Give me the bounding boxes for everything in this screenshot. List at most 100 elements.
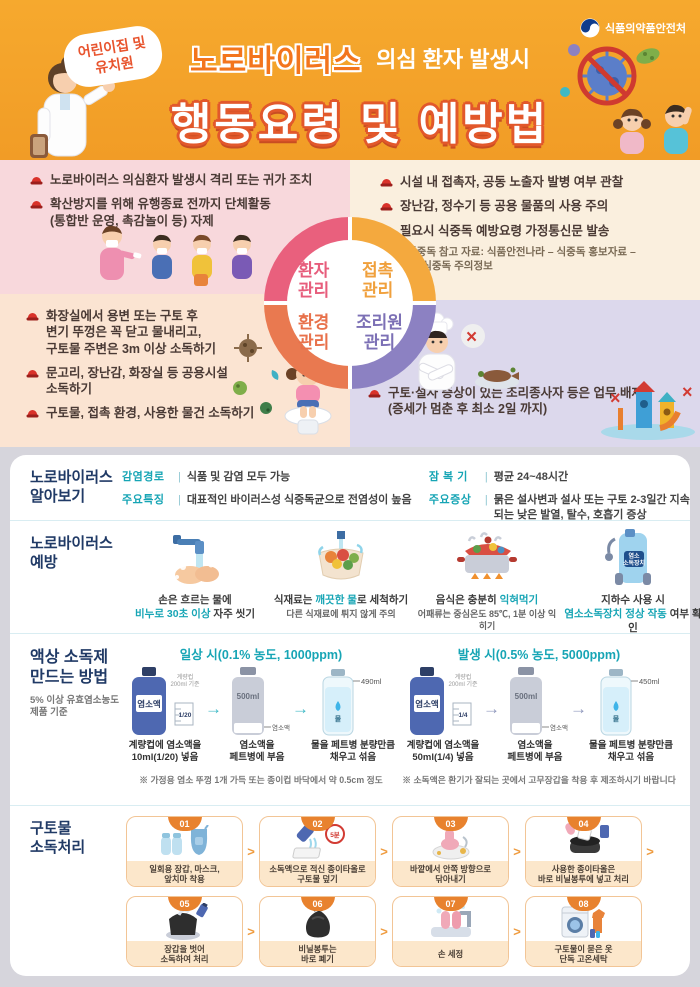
- label-contact-management: 접촉 관리: [362, 261, 394, 300]
- arrow-icon: →: [292, 699, 310, 718]
- step-number-badge: 05: [167, 897, 202, 911]
- contact-bullet-list: 시설 내 접촉자, 공동 노출자 발병 여부 관찰 장난감, 정수기 등 공용 …: [380, 174, 690, 273]
- management-quadrants: 노로바이러스 의심환자 발생시 격리 또는 귀가 조치 확산방지를 위해 유행종…: [0, 160, 700, 447]
- section-title-prevention: 노로바이러스 예방: [30, 535, 113, 571]
- bullet-item: 시설 내 접촉자, 공동 노출자 발병 여부 관찰: [380, 174, 690, 190]
- bullet-item: 노로바이러스 의심환자 발생시 격리 또는 귀가 조치: [30, 172, 340, 188]
- siren-icon: [30, 201, 43, 209]
- laundry-icon: [526, 897, 641, 941]
- caption-highlight: 염소소독장치 정상 작동: [564, 608, 667, 621]
- device-label-line1: 염소: [628, 552, 640, 560]
- bullet-text: 문고리, 장난감, 화장실 등 공용시설 소독하기: [46, 365, 228, 396]
- siren-icon: [26, 410, 39, 418]
- daily-mix-note: ※ 가정용 염소 뚜껑 1개 가득 또는 종이컵 바닥에서 약 0.5cm 정도: [139, 774, 383, 785]
- bottle-volume-label: 500ml: [237, 692, 260, 701]
- step-number-badge: 01: [167, 817, 202, 831]
- chevron-right-icon: >: [513, 844, 521, 859]
- info-separator: |: [178, 493, 181, 506]
- section-title-about: 노로바이러스 알아보기: [30, 469, 113, 505]
- chevron-right-icon: >: [646, 844, 654, 859]
- taegeuk-icon: [580, 18, 600, 38]
- device-label-line2: 소독장치: [623, 559, 645, 567]
- contact-reference-note: * 식중독 참고 자료: 식품안전나라 – 식중독 홍보자료 – 월별 식중독 …: [400, 245, 636, 272]
- caption-text: 음식은 충분히: [435, 594, 500, 606]
- bullet-text: 노로바이러스 의심환자 발생시 격리 또는 귀가 조치: [50, 173, 313, 187]
- vomit-step-card: 08 구토물이 묻은 옷 단독 고온세탁: [525, 896, 642, 967]
- bullet-text: 구토·설사 증상이 있는 조리종사자 등은 업무 배제 (증세가 멈춘 후 최소…: [388, 386, 644, 417]
- info-row: 잠 복 기 | 평균 24~48시간: [429, 470, 700, 485]
- section-title-vomit: 구토물 소독처리: [30, 820, 86, 856]
- vomit-step-caption: 일회용 장갑, 마스크, 앞치마 착용: [127, 861, 242, 886]
- siren-icon: [26, 369, 39, 378]
- vomit-step-caption: 소독액으로 적신 종이타올로 구토물 덮기: [260, 861, 375, 886]
- prevention-item: 식재료는 깨끗한 물로 세척하기 다른 식재료에 튀지 않게 주의: [268, 529, 414, 633]
- bullet-item: 구토물, 접촉 환경, 사용한 물건 소독하기: [26, 405, 286, 421]
- handwash-icon: [122, 529, 268, 587]
- vomit-step-card: 03 바깥에서 안쪽 방향으로 닦아내기: [392, 816, 509, 887]
- daily-mix-group: 일상 시(0.1% 농도, 1000ppm) 계량컵 200ml 기준 염소액: [122, 644, 400, 805]
- vomit-step-caption: 장갑을 벗어 소독하여 처리: [127, 941, 242, 966]
- prevention-item: 손은 흐르는 물에 비누로 30초 이상 자주 씻기: [122, 529, 268, 633]
- bullet-item: 구토·설사 증상이 있는 조리종사자 등은 업무 배제 (증세가 멈춘 후 최소…: [368, 385, 688, 418]
- arrow-icon: →: [570, 699, 588, 718]
- info-label: 주요특징: [122, 493, 165, 506]
- management-circle-diagram: 환자 관리 접촉 관리 환경 관리 조리원 관리: [264, 217, 436, 389]
- pour-cover-icon: 5분: [260, 817, 375, 861]
- caption-text: 지하수 사용 시: [601, 594, 665, 606]
- bullet-text: 화장실에서 용변 또는 구토 후 변기 뚜껑은 꼭 닫고 물내리고, 구토물 주…: [46, 309, 216, 356]
- caption-highlight: 익혀먹기: [499, 594, 539, 606]
- vomit-step-card: 01 일회용 장갑, 마스크, 앞치마 착용: [126, 816, 243, 887]
- cup-caption: 계량컵: [455, 673, 472, 681]
- disinfectant-groups: 일상 시(0.1% 농도, 1000ppm) 계량컵 200ml 기준 염소액: [122, 634, 690, 805]
- germs-illustration: [233, 334, 279, 414]
- step-number-badge: 08: [566, 897, 601, 911]
- mix-step-caption: 계량컵에 염소액을 50ml(1/4) 넣음: [406, 740, 480, 764]
- playground-illustration: × ×: [601, 381, 695, 440]
- info-row: 감염경로 | 식품 및 감염 모두 가능: [122, 470, 415, 485]
- vomit-step-caption: 바깥에서 안쪽 방향으로 닦아내기: [393, 861, 508, 886]
- disinfectant-title-text: 액상 소독제 만드는 방법: [30, 649, 109, 686]
- fill-amount-label: 490ml: [361, 677, 382, 686]
- caption-text: 여부 확인: [628, 608, 700, 635]
- disinfectant-subtitle: 5% 이상 유효염소농도 제품 기준: [30, 695, 119, 719]
- cup-caption: 200ml 기준: [448, 680, 478, 688]
- caption-highlight: 깨끗한 물: [315, 594, 357, 606]
- prevention-item: 음식은 충분히 익혀먹기 어패류는 중심온도 85℃, 1분 이상 익히기: [414, 529, 560, 633]
- bullet-item: 필요시 식중독 예방요령 가정통신문 발송: [380, 223, 690, 239]
- caption-subtext: 어패류는 중심온도 85℃, 1분 이상 익히기: [417, 609, 557, 632]
- about-column-right: 잠 복 기 | 평균 24~48시간 주요증상 | 묽은 설사변과 설사 또는 …: [429, 470, 700, 521]
- siren-icon: [30, 177, 43, 185]
- about-columns: 감염경로 | 식품 및 감염 모두 가능 주요특징 | 대표적인 바이러스성 식…: [122, 455, 700, 521]
- mix-step: 계량컵 200ml 기준 염소액 1/4 계량컵에 염소액을 50ml(1/4)…: [405, 667, 481, 765]
- vomit-step-card: 05 장갑을 벗어 소독하여 처리: [126, 896, 243, 967]
- bullet-text: 구토물, 접촉 환경, 사용한 물건 소독하기: [46, 406, 255, 421]
- mix-step-caption: 계량컵에 염소액을 10ml(1/20) 넣음: [128, 740, 202, 764]
- prevention-items: 손은 흐르는 물에 비누로 30초 이상 자주 씻기: [122, 521, 700, 635]
- siren-icon: [368, 390, 381, 398]
- siren-icon: [380, 179, 393, 187]
- bullet-text: 필요시 식중독 예방요령 가정통신문 발송: [400, 223, 610, 238]
- wash-ingredients-icon: [268, 529, 414, 587]
- vomit-step-card: 04 사용한 종이타올은 바로 비닐봉투에 넣고 처리: [525, 816, 642, 887]
- chevron-right-icon: >: [513, 924, 521, 939]
- outbreak-mix-heading: 발생 시(0.5% 농도, 5000ppm): [457, 648, 621, 662]
- chlorine-bottle-icon: 계량컵 200ml 기준 염소액 1/4: [410, 667, 478, 735]
- info-text: 식품 및 감염 모두 가능: [186, 471, 291, 483]
- vomit-step-card: 06 비닐봉투는 바로 폐기: [259, 896, 376, 967]
- poster-title: 노로바이러스 의심 환자 발생시 행동요령 및 예방법: [140, 36, 580, 152]
- vomit-step-card: 07 손 세정: [392, 896, 509, 967]
- info-text: 대표적인 바이러스성 식중독균으로 전염성이 높음: [186, 493, 412, 506]
- vomit-step-caption: 손 세정: [393, 941, 508, 966]
- info-separator: |: [178, 471, 181, 483]
- caption-text: 식재료는: [273, 594, 316, 606]
- vomit-card-row: 05 장갑을 벗어 소독하여 처리 > 06: [126, 896, 678, 967]
- section-title-disinfectant: 액상 소독제 만드는 방법 5% 이상 유효염소농도 제품 기준: [10, 634, 122, 805]
- prevention-caption: 손은 흐르는 물에 비누로 30초 이상 자주 씻기: [122, 593, 268, 621]
- caption-subtext: 다른 식재료에 튀지 않게 주의: [286, 609, 396, 620]
- section-prevention: 노로바이러스 예방 손은 흐르는 물에 비누로 30초: [10, 521, 700, 634]
- vomit-step-caption: 구토물이 묻은 옷 단독 고온세탁: [526, 941, 641, 966]
- chlorine-pointer-label: 염소액: [550, 724, 568, 732]
- mix-step-caption: 물을 페트병 분량만큼 채우고 섞음: [311, 740, 395, 764]
- cup-fraction: 1/20: [179, 712, 192, 719]
